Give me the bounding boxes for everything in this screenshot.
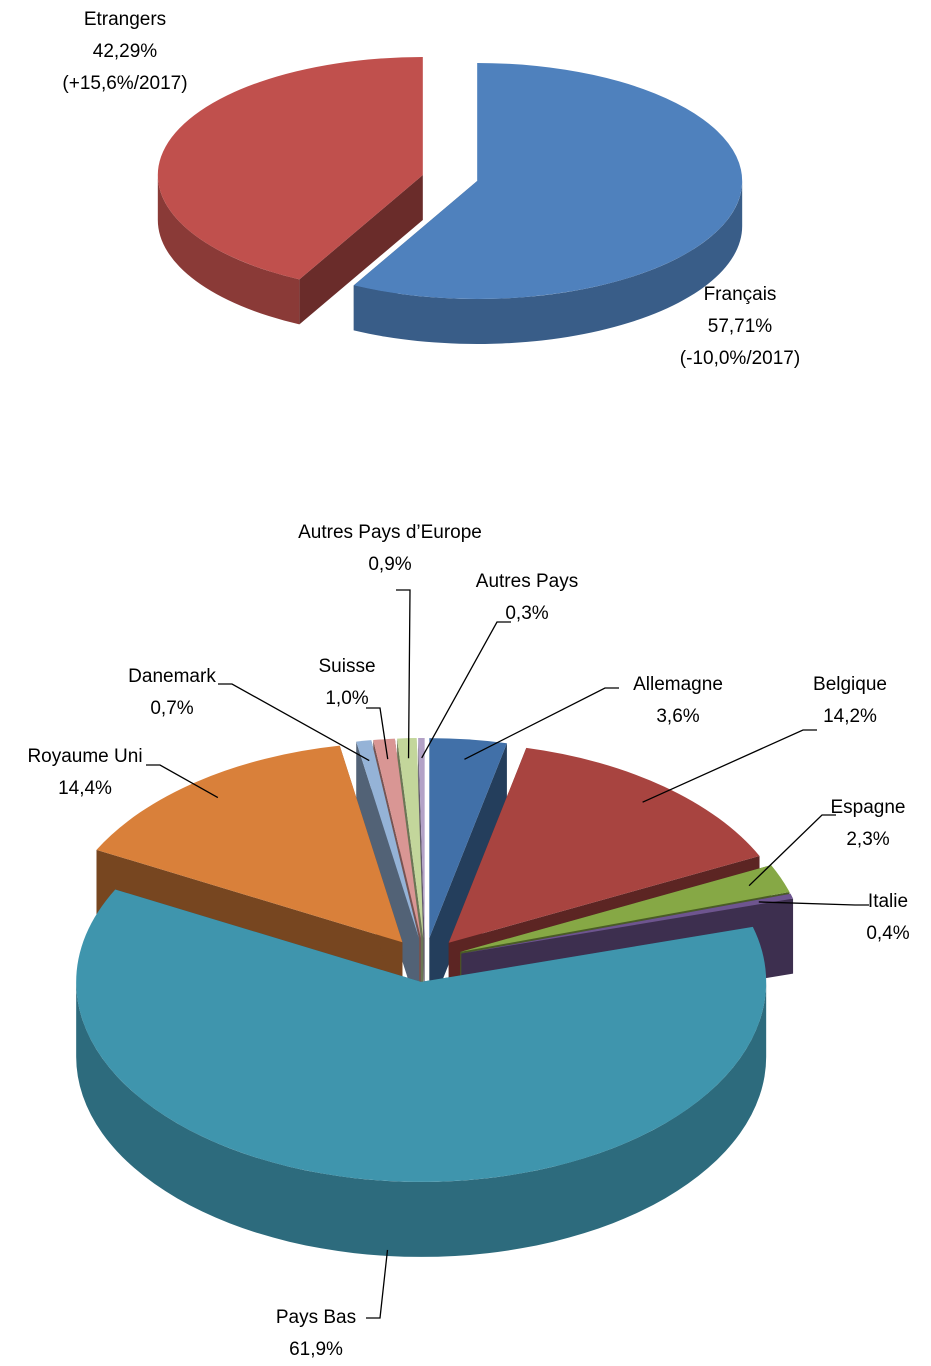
leader-line (146, 764, 219, 799)
slice (373, 738, 421, 939)
slice (429, 738, 507, 939)
leader-line (366, 707, 389, 760)
slice-value-label: 61,9% (289, 1339, 343, 1360)
slice-value-label: 3,6% (656, 706, 699, 727)
slice-value-label: 0,4% (866, 923, 909, 944)
slice (157, 57, 423, 280)
slice-label: Autres Pays d’Europe (298, 522, 482, 543)
slice-side (429, 743, 507, 1014)
leader-line (758, 901, 869, 906)
slice-label: Espagne (830, 797, 905, 818)
slice-value-label: 57,71% (708, 316, 773, 337)
slice-value-label: 0,9% (368, 554, 411, 575)
slice-change-label: (-10,0%/2017) (680, 348, 800, 369)
slice-label: Italie (868, 891, 908, 912)
slice (460, 865, 790, 952)
slice-value-label: 0,7% (150, 698, 193, 719)
leader-line (421, 621, 511, 759)
slice-value-label: 0,3% (505, 603, 548, 624)
slice-value-label: 1,0% (325, 688, 368, 709)
slice-change-label: (+15,6%/2017) (62, 73, 187, 94)
leader-line (396, 589, 411, 759)
leader-line (218, 683, 370, 762)
slice (397, 738, 424, 938)
slice-value-label: 14,4% (58, 778, 112, 799)
slice-side (299, 175, 423, 325)
slice-wall (76, 981, 767, 1257)
slice-label: Pays Bas (276, 1307, 356, 1328)
leader-line (366, 1249, 389, 1319)
slice (461, 893, 794, 954)
slice-label: Royaume Uni (27, 746, 142, 767)
leader-line (642, 729, 817, 803)
slice-label: Belgique (813, 674, 887, 695)
slice (448, 747, 760, 943)
slice-wall (353, 180, 743, 344)
leader-line (464, 687, 619, 760)
slice (353, 62, 743, 299)
slice-value-label: 42,29% (93, 41, 158, 62)
slice-label: Suisse (318, 656, 375, 677)
slice (96, 745, 403, 943)
slice-label: Etrangers (84, 9, 166, 30)
slice-value-label: 14,2% (823, 706, 877, 727)
slice (356, 740, 419, 939)
leader-line (748, 814, 836, 887)
slice-wall (157, 175, 300, 325)
slice-label: Autres Pays (476, 571, 578, 592)
slice-label: Danemark (128, 666, 216, 687)
slice-label: Français (704, 284, 777, 305)
slice (76, 889, 767, 1182)
slice (418, 737, 425, 938)
slice-label: Allemagne (633, 674, 723, 695)
slice-value-label: 2,3% (846, 829, 889, 850)
